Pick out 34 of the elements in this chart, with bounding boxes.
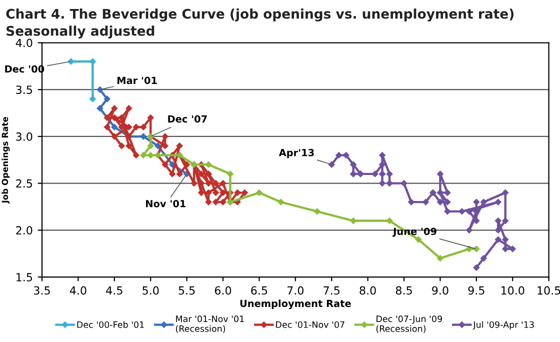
x-tick-label: 6.0 xyxy=(214,286,232,295)
annotation: Mar '01 xyxy=(117,76,157,84)
x-axis-title: Unemployment Rate xyxy=(240,300,351,310)
x-tick-label: 5.0 xyxy=(142,286,159,295)
x-tick-label: 7.5 xyxy=(324,286,340,295)
legend-label: Dec '01-Nov '07 xyxy=(276,321,344,328)
x-tick-label: 10.5 xyxy=(538,286,560,295)
annotation: Dec '07 xyxy=(168,115,207,123)
x-tick-label: 3.5 xyxy=(34,286,50,295)
x-tick-label: 10.0 xyxy=(501,286,524,295)
legend-label: Mar '01-Nov '01 (Recession) xyxy=(176,316,244,333)
x-tick-label: 8.5 xyxy=(396,286,412,295)
x-tick-label: 9.5 xyxy=(468,286,484,295)
legend-label: Dec '00-Feb '01 xyxy=(77,321,144,328)
x-tick-label: 7.0 xyxy=(287,286,304,295)
x-tick-label: 9.0 xyxy=(432,286,448,295)
y-axis-title: Job Openings Rate xyxy=(2,116,10,204)
x-tick-label: 5.5 xyxy=(178,286,195,295)
annotation: Nov '01 xyxy=(146,200,186,208)
y-tick-label: 2.5 xyxy=(16,179,32,188)
y-tick-label: 2.0 xyxy=(16,226,32,235)
legend-label: Dec '07-Jun '09 (Recession) xyxy=(376,316,442,333)
x-tick-label: 4.5 xyxy=(106,286,122,295)
y-tick-label: 3.0 xyxy=(16,132,32,141)
annotation: Apr'13 xyxy=(278,148,314,158)
y-tick-label: 3.5 xyxy=(16,86,32,94)
y-tick-label: 1.5 xyxy=(16,273,32,282)
x-tick-label: 8.0 xyxy=(360,286,376,295)
x-tick-label: 6.5 xyxy=(251,286,268,295)
y-tick-label: 4.0 xyxy=(16,38,32,48)
chart-title: Chart 4. The Beveridge Curve (job openings vs. unemployment rate) xyxy=(6,8,514,22)
x-tick-label: 4.0 xyxy=(70,286,86,295)
legend-label: Jul '09-Apr '13 xyxy=(472,321,534,330)
chart-subtitle: Seasonally adjusted xyxy=(6,26,154,39)
